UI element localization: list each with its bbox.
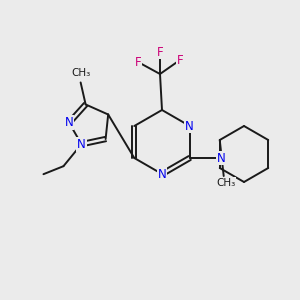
Text: F: F [135, 56, 141, 68]
Text: F: F [177, 53, 183, 67]
Text: N: N [65, 116, 74, 129]
Text: N: N [158, 167, 166, 181]
Text: N: N [217, 152, 226, 164]
Text: F: F [157, 46, 163, 59]
Text: N: N [77, 138, 86, 151]
Text: CH₃: CH₃ [71, 68, 90, 79]
Text: N: N [185, 119, 194, 133]
Text: CH₃: CH₃ [216, 178, 235, 188]
